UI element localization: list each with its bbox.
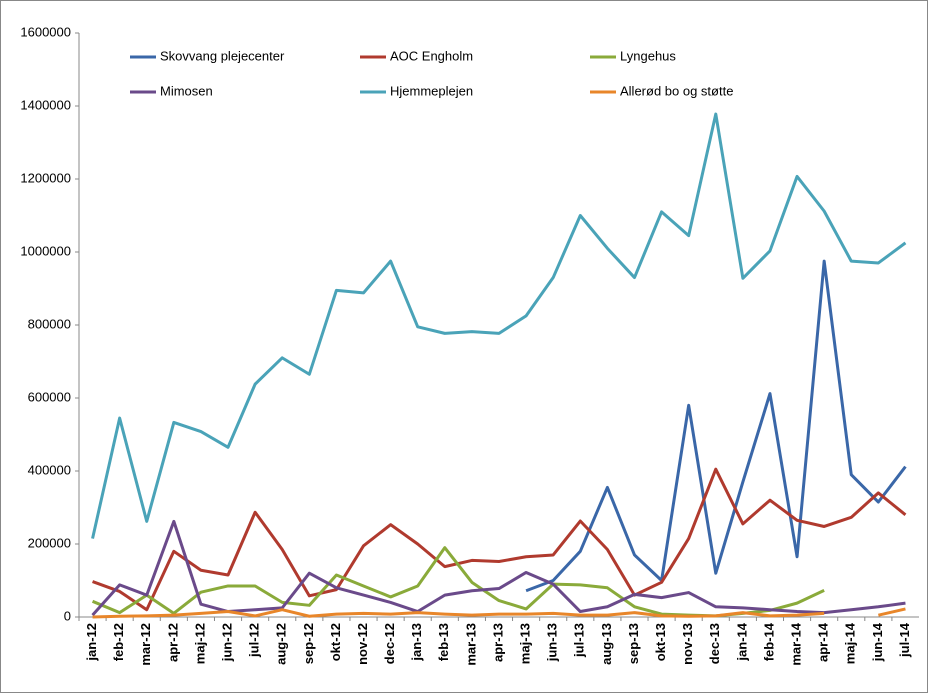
- x-tick-label: okt-13: [653, 623, 668, 661]
- y-tick-label: 800000: [28, 316, 71, 331]
- y-tick-label: 200000: [28, 535, 71, 550]
- x-tick-label: aug-13: [599, 623, 614, 665]
- x-tick-label: nov-12: [355, 623, 370, 665]
- x-tick-label: apr-14: [816, 622, 831, 662]
- y-tick-label: 1200000: [20, 170, 71, 185]
- x-tick-label: jun-12: [219, 623, 234, 662]
- x-tick-label: sep-12: [301, 623, 316, 664]
- x-tick-label: mar-12: [138, 623, 153, 666]
- x-tick-label: apr-13: [490, 623, 505, 662]
- x-tick-label: jan-14: [734, 622, 749, 661]
- x-tick-label: jun-14: [870, 622, 885, 662]
- x-tick-label: maj-13: [518, 623, 533, 664]
- x-tick-label: jun-13: [545, 623, 560, 662]
- legend-label: Mimosen: [160, 83, 213, 98]
- y-tick-label: 600000: [28, 389, 71, 404]
- x-tick-label: apr-12: [165, 623, 180, 662]
- legend-label: Skovvang plejecenter: [160, 48, 285, 63]
- legend-label: Lyngehus: [620, 48, 676, 63]
- y-tick-label: 0: [64, 608, 71, 623]
- series-line: [92, 467, 907, 612]
- x-tick-label: aug-12: [274, 623, 289, 665]
- x-tick-label: mar-13: [463, 623, 478, 666]
- legend-label: Hjemmeplejen: [390, 83, 473, 98]
- x-tick-label: jan-12: [84, 623, 99, 662]
- x-tick-label: dec-13: [707, 623, 722, 664]
- y-tick-label: 1000000: [20, 243, 71, 258]
- series-line: [91, 112, 907, 539]
- x-tick-label: dec-12: [382, 623, 397, 664]
- x-tick-label: okt-12: [328, 623, 343, 661]
- x-tick-label: maj-12: [192, 623, 207, 664]
- x-tick-label: feb-14: [761, 622, 776, 661]
- x-tick-label: maj-14: [843, 622, 858, 664]
- x-tick-label: sep-13: [626, 623, 641, 664]
- y-tick-label: 400000: [28, 462, 71, 477]
- x-tick-label: feb-12: [111, 623, 126, 661]
- legend-label: Allerød bo og støtte: [620, 83, 733, 98]
- y-tick-label: 1400000: [20, 97, 71, 112]
- x-tick-label: jan-13: [409, 623, 424, 662]
- x-tick-label: feb-13: [436, 623, 451, 661]
- y-tick-label: 1600000: [20, 24, 71, 39]
- x-tick-label: jul-12: [247, 623, 262, 658]
- x-tick-label: nov-13: [680, 623, 695, 665]
- x-tick-label: jul-14: [897, 622, 912, 658]
- series-line: [92, 607, 906, 619]
- x-tick-label: mar-14: [789, 622, 804, 665]
- x-tick-label: jul-13: [572, 623, 587, 658]
- legend-label: AOC Engholm: [390, 48, 473, 63]
